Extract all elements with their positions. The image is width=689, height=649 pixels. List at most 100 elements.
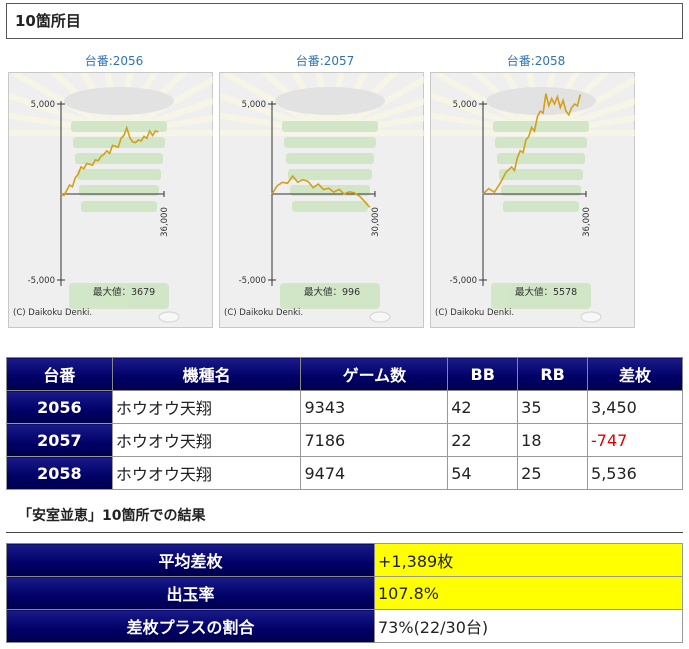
machine-table: 台番 機種名 ゲーム数 BB RB 差枚 2056 ホウオウ天翔 9343 42… bbox=[6, 357, 683, 490]
tier-shape bbox=[75, 153, 163, 164]
summary-value: 73%(22/30台) bbox=[374, 609, 683, 643]
y-tick-label: 5,000 bbox=[31, 100, 55, 110]
section-header: 10箇所目 bbox=[6, 3, 683, 39]
tier-shape bbox=[290, 185, 370, 196]
chart-strip: 台番:2056 5,000 -5,000 36,000 最大値：3679 (C) Dai… bbox=[0, 52, 689, 332]
chart-frame[interactable]: 5,000 -5,000 36,000 最大値：3679 (C) Daikoku Den… bbox=[8, 72, 214, 328]
summary-table: 平均差枚 +1,389枚 出玉率 107.8% 差枚プラスの割合 73%(22/… bbox=[6, 543, 683, 643]
x-tick-label: 30,000 bbox=[371, 207, 381, 237]
table-row: 2056 ホウオウ天翔 9343 42 35 3,450 bbox=[6, 390, 683, 424]
model-name: ホウオウ天翔 bbox=[111, 456, 302, 490]
section-title: 10箇所目 bbox=[15, 12, 81, 30]
chart-card-2056: 台番:2056 5,000 -5,000 36,000 最大値：3679 (C) Dai… bbox=[8, 52, 220, 328]
y-tick-label: -5,000 bbox=[239, 276, 266, 286]
y-tick-label: 5,000 bbox=[453, 100, 477, 110]
slump-graph-2057: 5,000 -5,000 30,000 最大値：996(C) Daikoku Denk… bbox=[220, 73, 425, 323]
copyright-credit: (C) Daikoku Denki. bbox=[224, 308, 303, 318]
chart-frame[interactable]: 5,000 -5,000 36,000 最大値：5578 (C) Daikoku Den… bbox=[430, 72, 636, 328]
chart-title[interactable]: 台番:2058 bbox=[506, 54, 566, 68]
tier-shape bbox=[499, 169, 583, 180]
coin-icon bbox=[369, 311, 391, 323]
max-value-label: 最大値：996 bbox=[304, 286, 360, 298]
summary-label: 平均差枚 bbox=[6, 543, 375, 577]
tier-shape bbox=[288, 169, 372, 180]
bb-count: 54 bbox=[447, 456, 519, 490]
tier-shape bbox=[284, 137, 376, 148]
machine-number: 2056 bbox=[6, 390, 113, 424]
chart-title[interactable]: 台番:2057 bbox=[295, 54, 355, 68]
slump-graph-2056: 5,000 -5,000 36,000 最大値：3679(C) Daikoku Den… bbox=[9, 73, 214, 323]
tier-shape bbox=[503, 201, 579, 212]
coin-diff: 5,536 bbox=[587, 456, 683, 490]
col-header-rb: RB bbox=[517, 357, 589, 391]
x-tick-label: 36,000 bbox=[582, 207, 592, 237]
summary-label: 出玉率 bbox=[6, 576, 375, 610]
game-count: 7186 bbox=[300, 423, 449, 457]
coin-icon bbox=[158, 311, 180, 323]
rb-count: 35 bbox=[517, 390, 589, 424]
tier-shape bbox=[71, 121, 167, 132]
table-header-row: 台番 機種名 ゲーム数 BB RB 差枚 bbox=[6, 357, 683, 391]
tier-shape bbox=[79, 185, 159, 196]
rb-count: 25 bbox=[517, 456, 589, 490]
coin-diff: 3,450 bbox=[587, 390, 683, 424]
model-name: ホウオウ天翔 bbox=[111, 390, 302, 424]
chart-title[interactable]: 台番:2056 bbox=[84, 54, 144, 68]
bb-count: 22 bbox=[447, 423, 519, 457]
tier-shape bbox=[81, 201, 157, 212]
copyright-credit: (C) Daikoku Denki. bbox=[13, 308, 92, 318]
tier-shape bbox=[501, 185, 581, 196]
tier-shape bbox=[282, 121, 378, 132]
y-tick-label: 5,000 bbox=[242, 100, 266, 110]
slump-line bbox=[482, 93, 582, 195]
game-count: 9474 bbox=[300, 456, 449, 490]
slump-graph-2058: 5,000 -5,000 36,000 最大値：5578(C) Daikoku Den… bbox=[431, 73, 636, 323]
summary-row-plus-ratio: 差枚プラスの割合 73%(22/30台) bbox=[6, 609, 683, 643]
lamp-row bbox=[486, 87, 596, 115]
base-shape bbox=[69, 283, 169, 309]
slump-line bbox=[60, 125, 159, 197]
chart-card-2058: 台番:2058 5,000 -5,000 36,000 最大値：5578 (C) Dai… bbox=[430, 52, 642, 328]
copyright-credit: (C) Daikoku Denki. bbox=[435, 308, 514, 318]
col-header-number: 台番 bbox=[6, 357, 113, 391]
tier-shape bbox=[77, 169, 161, 180]
coin-icon bbox=[580, 311, 602, 323]
max-value-label: 最大値：3679 bbox=[93, 286, 155, 298]
tier-shape bbox=[286, 153, 374, 164]
col-header-model: 機種名 bbox=[111, 357, 302, 391]
coin-diff: -747 bbox=[587, 423, 683, 457]
machine-number: 2058 bbox=[6, 456, 113, 490]
tier-shape bbox=[493, 121, 589, 132]
machine-illustration bbox=[431, 73, 636, 323]
summary-value: +1,389枚 bbox=[374, 543, 683, 577]
model-name: ホウオウ天翔 bbox=[111, 423, 302, 457]
tier-shape bbox=[292, 201, 368, 212]
summary-row-payout-rate: 出玉率 107.8% bbox=[6, 576, 683, 610]
summary-row-average-diff: 平均差枚 +1,389枚 bbox=[6, 543, 683, 577]
chart-frame[interactable]: 5,000 -5,000 30,000 最大値：996 (C) Daikoku Denk… bbox=[219, 72, 425, 328]
tier-shape bbox=[497, 153, 585, 164]
base-shape bbox=[280, 283, 380, 309]
result-title: 「安室並恵」10箇所での結果 bbox=[6, 503, 683, 533]
lamp-row bbox=[64, 87, 174, 115]
base-shape bbox=[491, 283, 591, 309]
tier-shape bbox=[495, 137, 587, 148]
summary-label: 差枚プラスの割合 bbox=[6, 609, 375, 643]
slump-line bbox=[271, 174, 371, 208]
y-tick-label: -5,000 bbox=[450, 276, 477, 286]
machine-number: 2057 bbox=[6, 423, 113, 457]
x-tick-label: 36,000 bbox=[160, 207, 170, 237]
lamp-row bbox=[275, 87, 385, 115]
max-value-label: 最大値：5578 bbox=[515, 286, 577, 298]
table-row: 2057 ホウオウ天翔 7186 22 18 -747 bbox=[6, 423, 683, 457]
summary-value: 107.8% bbox=[374, 576, 683, 610]
game-count: 9343 bbox=[300, 390, 449, 424]
y-tick-label: -5,000 bbox=[28, 276, 55, 286]
chart-card-2057: 台番:2057 5,000 -5,000 30,000 最大値：996 (C) Daik… bbox=[219, 52, 431, 328]
col-header-games: ゲーム数 bbox=[300, 357, 449, 391]
col-header-bb: BB bbox=[447, 357, 519, 391]
bb-count: 42 bbox=[447, 390, 519, 424]
table-row: 2058 ホウオウ天翔 9474 54 25 5,536 bbox=[6, 456, 683, 490]
col-header-diff: 差枚 bbox=[587, 357, 683, 391]
rb-count: 18 bbox=[517, 423, 589, 457]
